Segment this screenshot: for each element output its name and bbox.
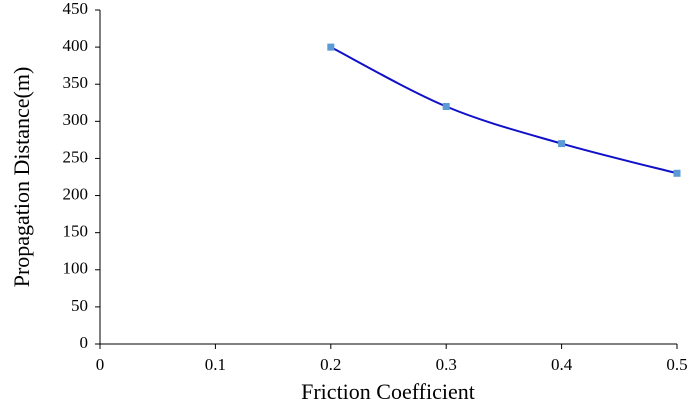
y-axis-title: Propagation Distance(m) (9, 67, 34, 288)
marker (442, 102, 450, 110)
y-tick-label: 250 (63, 147, 89, 166)
y-tick-label: 350 (63, 73, 89, 92)
y-tick-label: 0 (80, 333, 89, 352)
x-tick-label: 0.4 (551, 355, 573, 374)
y-tick-label: 100 (63, 259, 89, 278)
x-tick-label: 0.3 (436, 355, 457, 374)
x-tick-label: 0.5 (666, 355, 687, 374)
x-axis-title: Friction Coefficient (301, 379, 475, 404)
x-tick-label: 0.2 (320, 355, 341, 374)
y-tick-label: 450 (63, 0, 89, 18)
line (330, 46, 678, 175)
y-tick-label: 300 (63, 110, 89, 129)
marker (673, 169, 681, 177)
y-tick-label: 200 (63, 184, 89, 203)
marker (327, 43, 335, 51)
y-tick-label: 150 (63, 222, 89, 241)
x-tick-label: 0.1 (205, 355, 226, 374)
y-tick-label: 50 (71, 296, 88, 315)
x-tick-label: 0 (96, 355, 105, 374)
y-tick-label: 400 (63, 36, 89, 55)
marker (558, 140, 566, 148)
